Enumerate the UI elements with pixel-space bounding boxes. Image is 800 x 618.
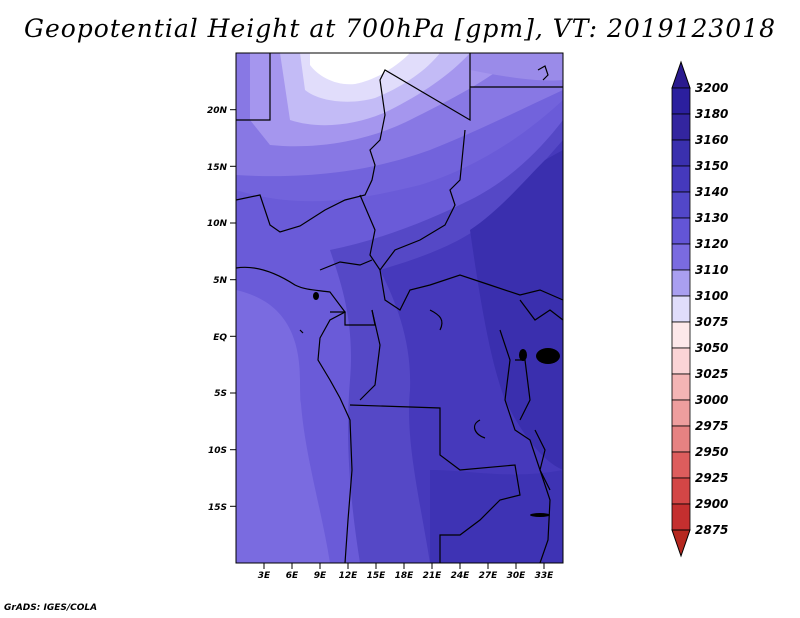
- lon-label-3e: 3E: [258, 571, 271, 581]
- lon-label-6e: 6E: [286, 571, 299, 581]
- colorbar-label-2975: 2975: [695, 419, 728, 433]
- west-african-coastline: [236, 266, 353, 563]
- colorbar-label-2950: 2950: [695, 445, 728, 459]
- colorbar-label-3200: 3200: [695, 81, 728, 95]
- colorbar: 3200 3180 3160 3150 3140 3130 3120 3110 3100 3075…: [671, 60, 728, 558]
- lat-label-5s: 5S: [214, 389, 227, 399]
- lat-label-15n: 15N: [207, 163, 228, 173]
- lake-kariba: [530, 513, 550, 517]
- lat-label-15s: 15S: [208, 503, 227, 513]
- colorbar-label-2925: 2925: [695, 471, 728, 485]
- lon-label-21e: 21E: [423, 571, 443, 581]
- colorbar-label-2875: 2875: [695, 523, 728, 537]
- river-congo: [429, 309, 443, 331]
- height-band-3180: [470, 150, 563, 470]
- lat-label-eq: EQ: [213, 333, 227, 343]
- colorbar-bottom-arrow: [671, 529, 691, 558]
- colorbar-label-3130: 3130: [695, 211, 728, 225]
- coastlines-borders: [236, 53, 563, 563]
- colorbar-box-3160: [671, 139, 691, 167]
- colorbar-box-3000: [671, 399, 691, 427]
- colorbar-label-2900: 2900: [695, 497, 728, 511]
- border-congo: [359, 309, 381, 401]
- colorbar-box-3100: [671, 295, 691, 323]
- lon-label-18e: 18E: [395, 571, 415, 581]
- colorbar-box-3200: [671, 87, 691, 115]
- colorbar-label-3050: 3050: [695, 341, 728, 355]
- lake-tanganyika: [515, 359, 531, 421]
- lon-label-12e: 12E: [339, 571, 359, 581]
- border-angola-zambia: [349, 404, 521, 563]
- colorbar-label-3025: 3025: [695, 367, 728, 381]
- border-sahel: [236, 53, 471, 233]
- colorbar-label-3110: 3110: [695, 263, 728, 277]
- map-frame: [235, 52, 564, 564]
- border-nigeria: [319, 259, 373, 271]
- colorbar-top-arrow: [671, 60, 691, 89]
- border-central: [359, 129, 466, 272]
- lon-label-24e: 24E: [451, 571, 471, 581]
- border-kenya: [519, 299, 563, 321]
- latitude-axis: 20N 15N 10N 5N EQ 5S 10S 15S: [207, 106, 236, 513]
- colorbar-label-3180: 3180: [695, 107, 728, 121]
- map-title: Geopotential Height at 700hPa [gpm], VT:…: [23, 14, 777, 43]
- colorbar-box-3075: [671, 321, 691, 349]
- lake-malawi: [534, 429, 551, 491]
- lake-mweru: [473, 419, 486, 439]
- height-band-3075: [310, 53, 410, 85]
- colorbar-label-3160: 3160: [695, 133, 728, 147]
- colorbar-label-3120: 3120: [695, 237, 728, 251]
- lat-label-20n: 20N: [207, 106, 228, 116]
- colorbar-label-3000: 3000: [695, 393, 728, 407]
- colorbar-box-3150: [671, 165, 691, 193]
- lon-label-9e: 9E: [314, 571, 327, 581]
- height-band-3120-ocean: [236, 270, 340, 563]
- colorbar-box-3025: [671, 373, 691, 401]
- colorbar-label-3100: 3100: [695, 289, 728, 303]
- colorbar-box-2950: [671, 451, 691, 479]
- coast-red-sea: [537, 65, 549, 81]
- border-car: [379, 269, 563, 311]
- lat-label-10n: 10N: [207, 219, 228, 229]
- height-band-ne: [470, 53, 563, 81]
- height-field: [236, 53, 563, 563]
- lake-victoria: [536, 348, 560, 364]
- colorbar-box-3110: [671, 269, 691, 297]
- border-nw: [236, 53, 271, 121]
- lon-label-27e: 27E: [479, 571, 499, 581]
- lakes: [313, 292, 560, 517]
- colorbar-box-3120: [671, 243, 691, 271]
- colorbar-box-3050: [671, 347, 691, 375]
- software-credit: GrADS: IGES/COLA: [4, 603, 98, 613]
- colorbar-box-2900: [671, 503, 691, 531]
- colorbar-label-3140: 3140: [695, 185, 728, 199]
- longitude-axis: 3E 6E 9E 12E 15E 18E 21E 24E 27E 30E 33E: [258, 563, 554, 581]
- colorbar-box-3180: [671, 113, 691, 141]
- lon-label-15e: 15E: [367, 571, 387, 581]
- colorbar-labels: 3200 3180 3160 3150 3140 3130 3120 3110 3100 3075…: [695, 81, 728, 537]
- lat-label-10s: 10S: [208, 446, 227, 456]
- lon-label-33e: 33E: [535, 571, 555, 581]
- border-east: [499, 329, 551, 563]
- colorbar-boxes: [671, 87, 691, 531]
- colorbar-box-2925: [671, 477, 691, 505]
- colorbar-box-2975: [671, 425, 691, 453]
- colorbar-label-3075: 3075: [695, 315, 728, 329]
- colorbar-box-3140: [671, 191, 691, 219]
- colorbar-box-3130: [671, 217, 691, 245]
- island-bioko: [299, 329, 304, 334]
- lake-albert: [519, 349, 527, 361]
- lat-label-5n: 5N: [213, 276, 227, 286]
- lake-volta: [313, 292, 319, 300]
- height-band-3160-south: [430, 470, 563, 563]
- colorbar-label-3150: 3150: [695, 159, 728, 173]
- lon-label-30e: 30E: [507, 571, 527, 581]
